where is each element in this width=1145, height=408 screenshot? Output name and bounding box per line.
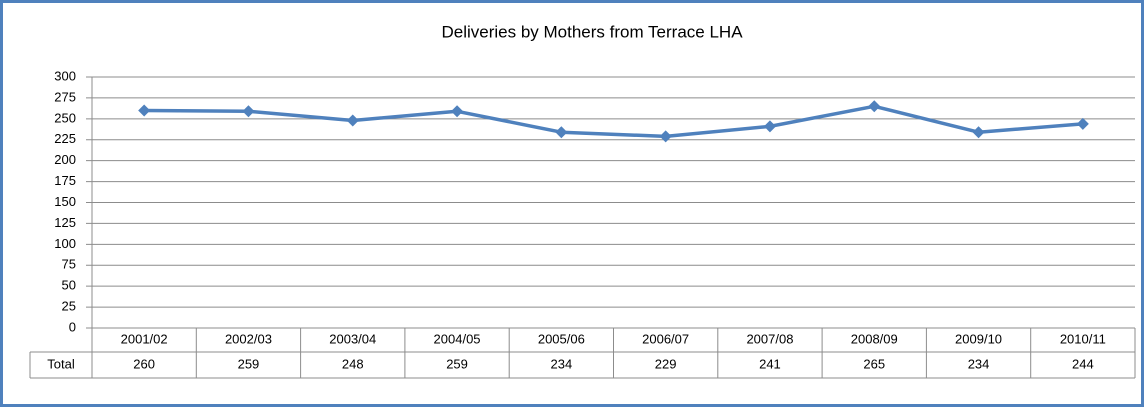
x-tick-label: 2008/09: [851, 331, 898, 346]
y-tick-label: 0: [69, 319, 76, 334]
data-label: 234: [968, 356, 990, 371]
data-point: [972, 126, 985, 139]
series-line: [144, 104, 1083, 139]
y-tick-label: 275: [54, 89, 76, 104]
x-tick-label: 2009/10: [955, 331, 1002, 346]
y-tick-label: 50: [62, 278, 76, 293]
y-tick-label: 175: [54, 173, 76, 188]
legend-label: Total: [47, 356, 75, 371]
x-tick-label: 2003/04: [329, 331, 376, 346]
data-point: [138, 104, 151, 117]
y-tick-label: 300: [54, 68, 76, 83]
y-tick-label: 200: [54, 152, 76, 167]
data-point: [346, 114, 359, 127]
y-tick-label: 100: [54, 236, 76, 251]
data-label: 259: [446, 356, 468, 371]
data-point: [763, 120, 776, 133]
data-point: [555, 126, 568, 139]
data-label: 248: [342, 356, 364, 371]
x-tick-label: 2007/08: [746, 331, 793, 346]
data-label: 234: [550, 356, 572, 371]
data-label: 244: [1072, 356, 1094, 371]
x-tick-label: 2005/06: [538, 331, 585, 346]
y-tick-label: 25: [62, 299, 76, 314]
y-tick-label: 150: [54, 194, 76, 209]
x-tick-label: 2004/05: [434, 331, 481, 346]
data-point: [1076, 117, 1089, 130]
data-point: [242, 105, 255, 118]
data-point: [451, 105, 464, 118]
chart-title: Deliveries by Mothers from Terrace LHA: [441, 22, 743, 41]
data-label: 265: [863, 356, 885, 371]
y-tick-label: 225: [54, 131, 76, 146]
x-tick-label: 2010/11: [1060, 331, 1106, 346]
x-tick-label: 2006/07: [642, 331, 689, 346]
data-label: 260: [133, 356, 155, 371]
data-point: [659, 130, 672, 143]
data-label: 259: [238, 356, 260, 371]
data-point: [868, 100, 881, 113]
data-label: 241: [759, 356, 781, 371]
y-tick-label: 75: [62, 257, 76, 272]
x-tick-label: 2002/03: [225, 331, 272, 346]
y-tick-label: 125: [54, 215, 76, 230]
y-tick-label: 250: [54, 110, 76, 125]
data-label: 229: [655, 356, 677, 371]
x-tick-label: 2001/02: [121, 331, 168, 346]
